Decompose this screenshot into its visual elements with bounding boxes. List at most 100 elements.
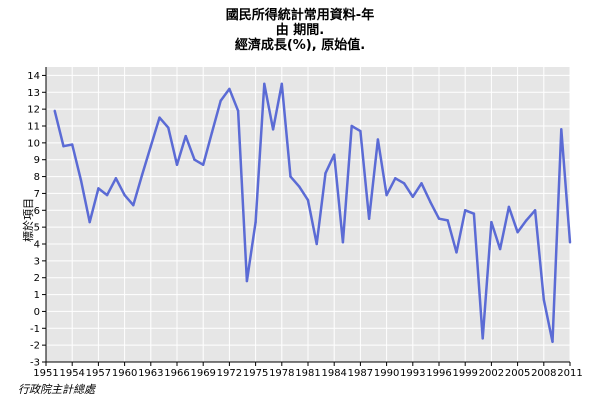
data-point — [245, 279, 249, 283]
data-point — [140, 173, 144, 177]
data-point — [525, 219, 528, 222]
data-point — [62, 145, 65, 148]
data-point — [498, 247, 502, 251]
x-tick-label: 1960 — [112, 368, 137, 379]
data-point — [298, 185, 301, 188]
x-tick-label: 1975 — [243, 368, 268, 379]
data-point — [446, 219, 449, 222]
y-tick-label: 3 — [34, 256, 40, 267]
data-point — [437, 217, 441, 220]
y-tick-label: 10 — [27, 138, 40, 149]
data-point — [542, 298, 545, 301]
y-tick-label: 1 — [34, 290, 40, 301]
data-point — [114, 177, 118, 180]
x-tick-label: 1969 — [190, 368, 215, 379]
x-tick-label: 2002 — [479, 368, 504, 379]
y-tick-label: -1 — [30, 324, 40, 335]
data-point — [123, 193, 126, 197]
data-point — [376, 138, 380, 141]
y-tick-label: -2 — [30, 341, 40, 352]
data-point — [533, 209, 537, 212]
x-tick-label: 1972 — [217, 368, 242, 379]
data-point — [367, 217, 371, 220]
data-point — [289, 175, 292, 178]
y-tick-label: 4 — [34, 240, 40, 251]
x-tick-label: 2005 — [505, 368, 530, 379]
data-point — [175, 163, 179, 166]
data-point — [271, 128, 275, 131]
data-point — [167, 126, 170, 129]
data-point — [472, 212, 476, 215]
data-point — [402, 182, 406, 185]
data-point — [184, 134, 187, 138]
y-tick-label: 2 — [34, 273, 40, 284]
data-point — [420, 182, 423, 185]
series-line — [53, 82, 572, 344]
x-tick-label: 1993 — [400, 368, 425, 379]
data-point — [71, 143, 74, 146]
y-tick-label: 11 — [27, 122, 40, 133]
x-tick-label: 1957 — [86, 368, 111, 379]
data-point — [306, 198, 310, 202]
x-tick-label: 1963 — [138, 368, 163, 379]
data-point — [350, 124, 353, 128]
data-point — [254, 220, 257, 224]
y-tick-label: 14 — [27, 71, 40, 82]
title-line-3: 經濟成長(%), 原始值. — [234, 38, 366, 53]
data-point — [551, 340, 554, 343]
y-tick-label: 8 — [34, 172, 40, 183]
data-point — [79, 178, 83, 182]
data-point — [560, 128, 563, 131]
title-line-1: 國民所得統計常用資料-年 — [225, 8, 375, 23]
data-point — [411, 195, 414, 198]
data-point — [88, 220, 91, 224]
y-tick-label: -3 — [30, 358, 40, 369]
source-note: 行政院主計總處 — [18, 383, 95, 396]
data-point — [516, 231, 519, 234]
data-point — [158, 116, 161, 119]
x-tick-label: 1984 — [321, 368, 346, 379]
y-tick-label: 7 — [34, 189, 40, 200]
x-tick-label: 1990 — [374, 368, 399, 379]
data-point — [507, 205, 511, 209]
chart-title: 國民所得統計常用資料-年 由 期間. 經濟成長(%), 原始值. — [0, 8, 600, 53]
y-tick-label: 13 — [27, 88, 40, 99]
data-point — [97, 187, 100, 190]
data-point — [53, 109, 56, 113]
x-tick-label: 1996 — [426, 368, 451, 379]
data-point — [568, 241, 572, 244]
data-point — [105, 193, 109, 197]
data-point — [228, 87, 231, 91]
x-tick-label: 1966 — [164, 368, 189, 379]
data-point — [481, 337, 484, 340]
data-point — [455, 251, 458, 254]
x-tick-label: 1954 — [59, 368, 84, 379]
data-point — [341, 241, 345, 244]
x-tick-label: 2008 — [531, 368, 556, 379]
data-point — [429, 200, 432, 204]
data-point — [464, 209, 467, 212]
data-point — [333, 153, 336, 156]
x-tick-label: 1987 — [348, 368, 373, 379]
data-point — [132, 204, 135, 207]
data-point — [394, 177, 397, 180]
data-point — [219, 99, 222, 102]
x-tick-label: 1981 — [295, 368, 320, 379]
x-tick-label: 1951 — [33, 368, 58, 379]
data-point — [210, 131, 214, 134]
y-tick-label: 12 — [27, 105, 40, 116]
data-point — [263, 82, 266, 86]
data-point — [280, 82, 283, 86]
data-point — [149, 145, 152, 148]
data-point — [202, 163, 205, 166]
data-point — [385, 193, 388, 197]
y-tick-label: 9 — [34, 155, 40, 166]
y-axis-label: 標於項目 — [22, 198, 35, 242]
data-point — [490, 220, 493, 224]
y-tick-label: 6 — [34, 206, 40, 217]
data-point — [359, 129, 362, 133]
title-line-2: 由 期間. — [275, 23, 325, 38]
data-point — [324, 172, 327, 175]
